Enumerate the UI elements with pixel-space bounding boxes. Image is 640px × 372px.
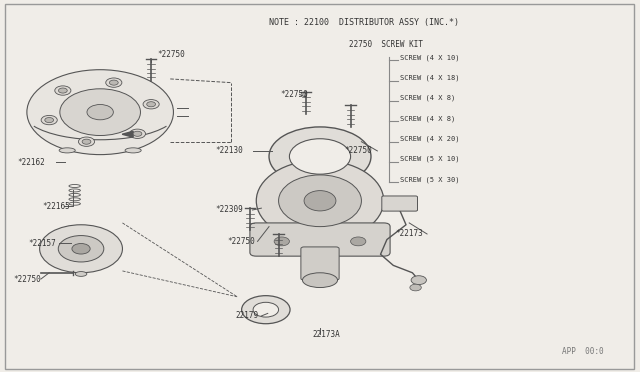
Circle shape (289, 139, 351, 174)
Circle shape (109, 80, 118, 85)
FancyBboxPatch shape (301, 247, 339, 280)
Text: *22173: *22173 (395, 230, 423, 238)
Circle shape (410, 284, 421, 291)
Ellipse shape (125, 148, 141, 153)
Text: *22750: *22750 (344, 147, 372, 155)
Circle shape (253, 302, 278, 317)
Ellipse shape (303, 273, 337, 288)
Circle shape (106, 78, 122, 87)
Circle shape (79, 137, 95, 146)
FancyBboxPatch shape (250, 223, 390, 256)
Polygon shape (122, 131, 133, 137)
Circle shape (58, 88, 67, 93)
Circle shape (133, 131, 142, 136)
Circle shape (269, 127, 371, 186)
Text: *22750: *22750 (280, 90, 308, 99)
Circle shape (58, 235, 104, 262)
Circle shape (27, 70, 173, 155)
Circle shape (87, 105, 113, 120)
Text: *22750: *22750 (228, 237, 255, 246)
Circle shape (82, 139, 91, 144)
Text: SCREW (4 X 20): SCREW (4 X 20) (399, 135, 459, 142)
Circle shape (40, 225, 122, 273)
Text: *22130: *22130 (215, 147, 243, 155)
Text: *22750: *22750 (157, 51, 185, 60)
Text: SCREW (4 X 8): SCREW (4 X 8) (399, 95, 455, 102)
Ellipse shape (256, 160, 384, 241)
Ellipse shape (304, 190, 336, 211)
Circle shape (129, 129, 145, 138)
Text: 22750  SCREW KIT: 22750 SCREW KIT (349, 40, 422, 49)
Text: SCREW (4 X 10): SCREW (4 X 10) (399, 54, 459, 61)
Circle shape (411, 276, 426, 285)
Text: SCREW (4 X 8): SCREW (4 X 8) (399, 115, 455, 122)
Circle shape (41, 115, 57, 125)
Text: 22179: 22179 (236, 311, 259, 320)
Circle shape (274, 237, 289, 246)
Text: SCREW (4 X 18): SCREW (4 X 18) (399, 74, 459, 81)
Text: 22173A: 22173A (312, 330, 340, 339)
Text: SCREW (5 X 30): SCREW (5 X 30) (399, 176, 459, 183)
Ellipse shape (278, 175, 362, 227)
Circle shape (72, 244, 90, 254)
Circle shape (147, 102, 156, 107)
Circle shape (45, 118, 54, 123)
Circle shape (351, 237, 366, 246)
Circle shape (143, 100, 159, 109)
Ellipse shape (59, 148, 76, 153)
Text: *22750: *22750 (13, 275, 40, 283)
Text: *22165: *22165 (43, 202, 70, 211)
Text: *22162: *22162 (17, 157, 45, 167)
Text: *22309: *22309 (215, 205, 243, 215)
Text: SCREW (5 X 10): SCREW (5 X 10) (399, 156, 459, 162)
Circle shape (60, 89, 140, 135)
Text: NOTE : 22100  DISTRIBUTOR ASSY (INC.*): NOTE : 22100 DISTRIBUTOR ASSY (INC.*) (269, 18, 459, 27)
Circle shape (242, 296, 290, 324)
Circle shape (55, 86, 71, 95)
Ellipse shape (76, 272, 87, 276)
Text: APP  00:0: APP 00:0 (562, 347, 604, 356)
FancyBboxPatch shape (382, 196, 417, 211)
Text: *22157: *22157 (28, 239, 56, 248)
